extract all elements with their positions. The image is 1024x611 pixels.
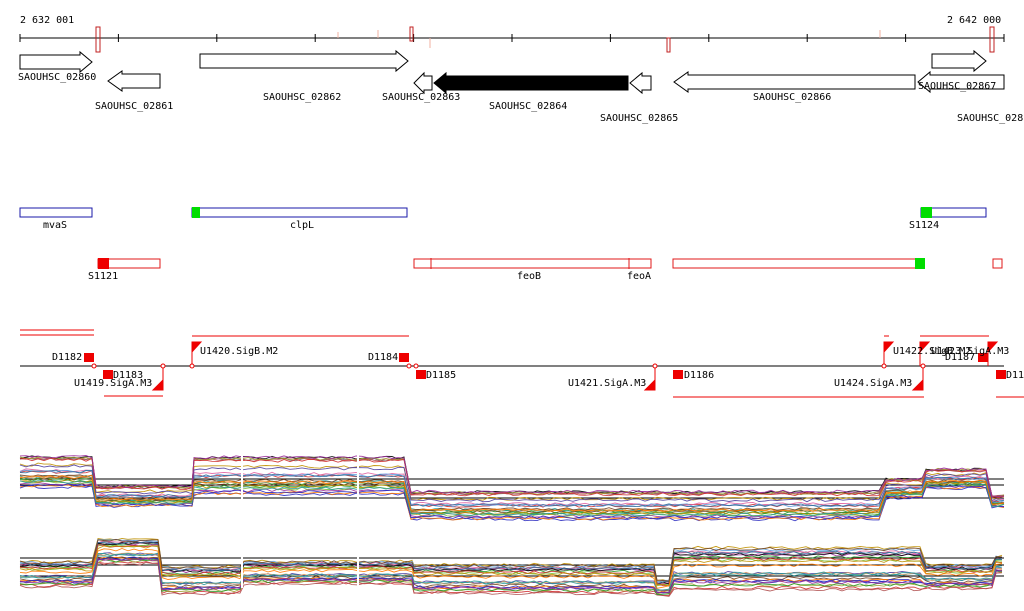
feature-marker[interactable] xyxy=(399,353,409,362)
feature-label: D118 xyxy=(1006,370,1024,381)
gene-label: SAOUHSC_02860 xyxy=(18,72,96,83)
expression-trace xyxy=(19,559,1003,596)
operon-label: S1124 xyxy=(909,220,939,231)
gene-arrow[interactable] xyxy=(433,71,629,95)
feature-label: U1421.SigA.M3 xyxy=(568,378,646,389)
promoter-flag[interactable] xyxy=(151,341,999,391)
expression-trace xyxy=(19,540,1003,585)
expression-trace xyxy=(19,552,1003,592)
gene-arrow[interactable] xyxy=(413,71,433,95)
feature-label: D1184 xyxy=(368,352,398,363)
feature-marker[interactable] xyxy=(673,370,683,379)
ruler-start-label: 2 632 001 xyxy=(20,15,74,26)
expression-trace xyxy=(19,485,1005,522)
ruler-ticks xyxy=(19,34,1005,42)
feature-label: D1185 xyxy=(426,370,456,381)
operon-box[interactable] xyxy=(191,207,408,218)
expression-trace xyxy=(19,456,1005,498)
operon-box[interactable] xyxy=(992,258,1003,269)
gene-arrow[interactable] xyxy=(107,70,161,92)
feature-track: D1182 D1183 U1419.SigA.M3 U1420.SigB.M2 … xyxy=(20,329,1024,398)
start-marker xyxy=(98,258,109,269)
ruler-end-label: 2 642 000 xyxy=(947,15,1001,26)
feature-marker[interactable] xyxy=(84,353,94,362)
feature-marker[interactable] xyxy=(996,370,1006,379)
start-marker xyxy=(915,258,925,269)
feature-label: U1424.SigA.M3 xyxy=(834,378,912,389)
start-marker xyxy=(192,207,200,218)
expression-gap xyxy=(357,528,359,588)
expression-trace xyxy=(19,470,1005,508)
expression-trace xyxy=(19,480,1005,517)
expression-trace xyxy=(19,468,1005,506)
expression-trace xyxy=(19,548,1003,589)
gene-track: SAOUHSC_02860 SAOUHSC_02861 SAOUHSC_0286… xyxy=(18,49,1023,124)
ruler-site-marks xyxy=(95,26,995,53)
expression-trace xyxy=(19,469,1005,508)
feature-label: U1423.SigA.M3 xyxy=(931,346,1009,357)
feature-label: U1422.SigB.M2 xyxy=(893,346,971,357)
expression-trace xyxy=(19,538,1003,582)
expression-gap xyxy=(241,528,243,588)
feature-label: D1182 xyxy=(52,352,82,363)
feature-marker[interactable] xyxy=(416,370,426,379)
expression-trace xyxy=(19,552,1003,591)
gene-arrow[interactable] xyxy=(629,71,652,95)
gene-label: SAOUHSC_02865 xyxy=(600,113,678,124)
gene-label: SAOUHSC_02863 xyxy=(382,92,460,103)
start-marker xyxy=(921,207,932,218)
expression-gap xyxy=(357,449,359,509)
expression-trace xyxy=(19,483,1005,520)
operon-label: S1121 xyxy=(88,271,118,282)
gene-label: SAOUHSC_02861 xyxy=(95,101,173,112)
operon-box[interactable] xyxy=(672,258,925,269)
expression-trace xyxy=(19,541,1003,585)
operon-box[interactable] xyxy=(19,207,93,218)
gene-arrow[interactable] xyxy=(931,49,987,73)
expression-trace xyxy=(19,475,1005,513)
feature-label: U1420.SigB.M2 xyxy=(200,346,278,357)
expression-trace xyxy=(19,478,1005,516)
expression-trace xyxy=(19,457,1005,499)
operon-track-red: S1121 feoB feoA xyxy=(88,258,1003,282)
feature-marker[interactable] xyxy=(103,370,113,379)
operon-label: feoB xyxy=(517,271,541,282)
expression-trace xyxy=(19,562,1003,597)
expression-trace xyxy=(19,545,1003,587)
expression-trace xyxy=(19,543,1003,586)
operon-label: mvaS xyxy=(43,220,67,231)
expression-panel-bottom xyxy=(19,528,1004,597)
operon-label: feoA xyxy=(627,271,651,282)
gene-arrow[interactable] xyxy=(19,50,93,74)
feature-label: D1187 xyxy=(945,352,975,363)
expression-trace xyxy=(19,455,1005,497)
expression-trace xyxy=(19,478,1005,515)
expression-trace xyxy=(19,544,1003,587)
gene-label: SAOUHSC_02867 xyxy=(918,81,996,92)
expression-panel-top xyxy=(19,449,1005,522)
operon-track-blue: mvaS clpL S1124 xyxy=(19,207,987,231)
coordinate-ruler: 2 632 001 2 642 000 xyxy=(19,15,1005,53)
feature-marker[interactable] xyxy=(978,353,988,362)
gene-arrow[interactable] xyxy=(199,49,409,73)
expression-trace xyxy=(19,557,1003,594)
operon-box[interactable] xyxy=(413,258,652,269)
gene-arrow[interactable] xyxy=(673,71,916,93)
feature-label: D1186 xyxy=(684,370,714,381)
gene-arrow[interactable] xyxy=(917,70,1005,94)
gene-label: SAOUHSC_02864 xyxy=(489,101,567,112)
gene-label: SAOUHSC_02866 xyxy=(753,92,831,103)
gene-label: SAOUHSC_028 xyxy=(957,113,1023,124)
expression-gap xyxy=(241,449,243,509)
feature-label: U1419.SigA.M3 xyxy=(74,378,152,389)
gene-label: SAOUHSC_02862 xyxy=(263,92,341,103)
operon-label: clpL xyxy=(290,220,314,231)
expression-trace xyxy=(19,464,1005,503)
feature-label: D1183 xyxy=(113,370,143,381)
